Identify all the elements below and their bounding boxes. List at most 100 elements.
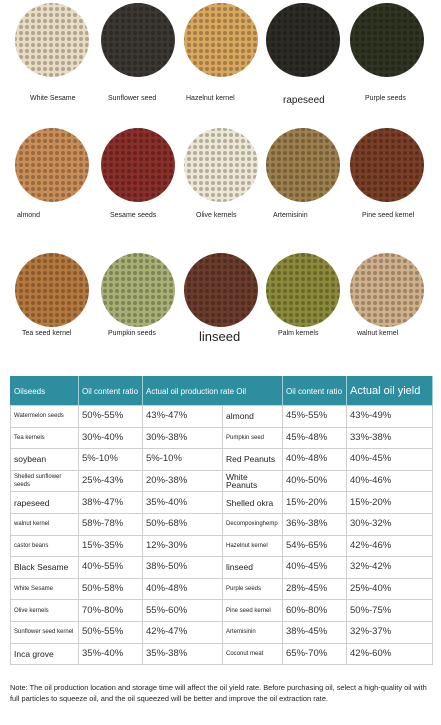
seed-texture [184,253,258,327]
rate-cell: 42%-46% [346,534,433,558]
rate-cell: 40%-45% [282,556,347,579]
seed-texture [266,3,340,77]
seed-texture [350,128,424,202]
table-row: walnut kernel 58%-78% 50%-68% Decompoxinghe… [10,512,433,536]
rate-cell: 15%-35% [78,534,143,558]
table-row: Black Sesame 40%-55% 38%-50% linseed 40%-45%… [10,556,433,579]
rate-cell: 40%-46% [346,469,433,493]
rate-cell: 35%-38% [142,642,223,666]
seed-texture [266,128,340,202]
oilseed-name: Pine seed kernel [222,599,283,622]
header-cell: Oil content ratio [78,376,143,406]
table-row: Olive kernels 70%-80% 55%-60% Pine seed ker… [10,599,433,622]
seed-texture [101,128,175,202]
oilseed-name: soybean [10,448,79,471]
oilseed-name: White Sesame [10,577,79,601]
rate-cell: 30%-40% [78,426,143,450]
seed-texture [184,128,258,202]
rate-cell: 33%-38% [346,426,433,450]
seed-label: Purple seeds [365,95,406,102]
seed-label: rapeseed [283,95,325,106]
oilseed-name: Purple seeds [222,577,283,601]
seed-texture [101,3,175,77]
rate-cell: 45%-55% [282,405,347,428]
seed-texture [101,253,175,327]
seed-label: Sunflower seed [108,95,157,102]
oilseed-name: White Peanuts [222,469,283,493]
rate-cell: 40%-50% [282,469,347,493]
seed-label: almond [17,212,40,219]
rate-cell: 54%-65% [282,534,347,558]
rate-cell: 43%-49% [346,405,433,428]
table-row: castor beans 15%-35% 12%-30% Hazelnut kerne… [10,534,433,558]
rate-cell: 50%-58% [78,577,143,601]
table-header: Oilseeds Oil content ratio Actual oil prod… [10,376,433,406]
rate-cell: 58%-78% [78,512,143,536]
seed-label: Sesame seeds [110,212,157,219]
rate-cell: 40%-48% [142,577,223,601]
seed-texture [184,3,258,77]
rate-cell: 5%-10% [78,448,143,471]
rate-cell: 50%-55% [78,620,143,644]
note: Note: The oil production location and st… [10,683,427,703]
table-row: Sunflower seed kernel 50%-55% 42%-47% Artem… [10,620,433,644]
seed-label: Pumpkin seeds [108,330,156,337]
seed-label: walnut kernel [357,330,399,337]
rate-cell: 12%-30% [142,534,223,558]
rate-cell: 15%-20% [346,491,433,514]
oil-yield-table: Oilseeds Oil content ratio Actual oil prod… [10,376,433,666]
rate-cell: 35%-40% [78,642,143,666]
seed-texture [350,253,424,327]
oilseed-name: Watermelon seeds [10,405,79,428]
seed-label: White Sesame [30,95,76,102]
oilseed-name: Hazelnut kernel [222,534,283,558]
oilseed-name: Black Sesame [10,556,79,579]
table-row: White Sesame 50%-58% 40%-48% Purple seeds 28… [10,577,433,601]
seed-label: Hazelnut kernel [186,95,235,102]
seed-label: Artemisinin [273,212,308,219]
rate-cell: 30%-38% [142,426,223,450]
rate-cell: 45%-48% [282,426,347,450]
seed-texture [266,253,340,327]
oilseed-name: Pumpkin seed [222,426,283,450]
oilseed-name: Tea kernels [10,426,79,450]
rate-cell: 5%-10% [142,448,223,471]
oilseed-name: rapeseed [10,491,79,514]
rate-cell: 40%-45% [346,448,433,471]
seed-texture [15,253,89,327]
oilseed-name: Red Peanuts [222,448,283,471]
rate-cell: 42%-47% [142,620,223,644]
seed-label: Palm kernels [278,330,319,337]
rate-cell: 50%-68% [142,512,223,536]
seed-label: linseed [199,329,241,344]
table-row: soybean 5%-10% 5%-10% Red Peanuts 40%-48% 40%… [10,448,433,471]
rate-cell: 50%-75% [346,599,433,622]
oilseed-name: Olive kernels [10,599,79,622]
rate-cell: 38%-47% [78,491,143,514]
seed-texture [15,128,89,202]
rate-cell: 28%-45% [282,577,347,601]
rate-cell: 38%-50% [142,556,223,579]
header-cell: Oil content ratio [282,376,347,406]
header-cell: Actual oil yield [346,376,433,406]
oilseed-name: linseed [222,556,283,579]
oilseed-name: Inca grove [10,642,79,666]
rate-cell: 32%-37% [346,620,433,644]
oilseed-name: Artemisinin [222,620,283,644]
rate-cell: 55%-60% [142,599,223,622]
rate-cell: 38%-45% [282,620,347,644]
oilseed-name: Decompoxinghemp [222,512,283,536]
oilseed-name: walnut kernel [10,512,79,536]
rate-cell: 70%-80% [78,599,143,622]
rate-cell: 25%-40% [346,577,433,601]
rate-cell: 65%-70% [282,642,347,666]
rate-cell: 20%-38% [142,469,223,493]
rate-cell: 30%-32% [346,512,433,536]
rate-cell: 40%-48% [282,448,347,471]
oilseed-name: Coconut meat [222,642,283,666]
seed-label: Tea seed kernel [22,330,72,337]
rate-cell: 43%-47% [142,405,223,428]
oilseed-name: almond [222,405,283,428]
rate-cell: 50%-55% [78,405,143,428]
